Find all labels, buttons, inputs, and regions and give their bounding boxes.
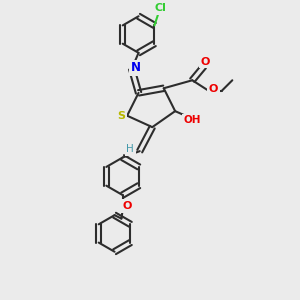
Text: S: S [117,111,125,121]
Text: H: H [126,144,134,154]
Text: N: N [131,61,141,74]
Text: Cl: Cl [154,3,166,13]
Text: O: O [200,56,210,67]
Text: O: O [208,84,218,94]
Text: OH: OH [184,115,201,125]
Text: O: O [123,201,132,211]
